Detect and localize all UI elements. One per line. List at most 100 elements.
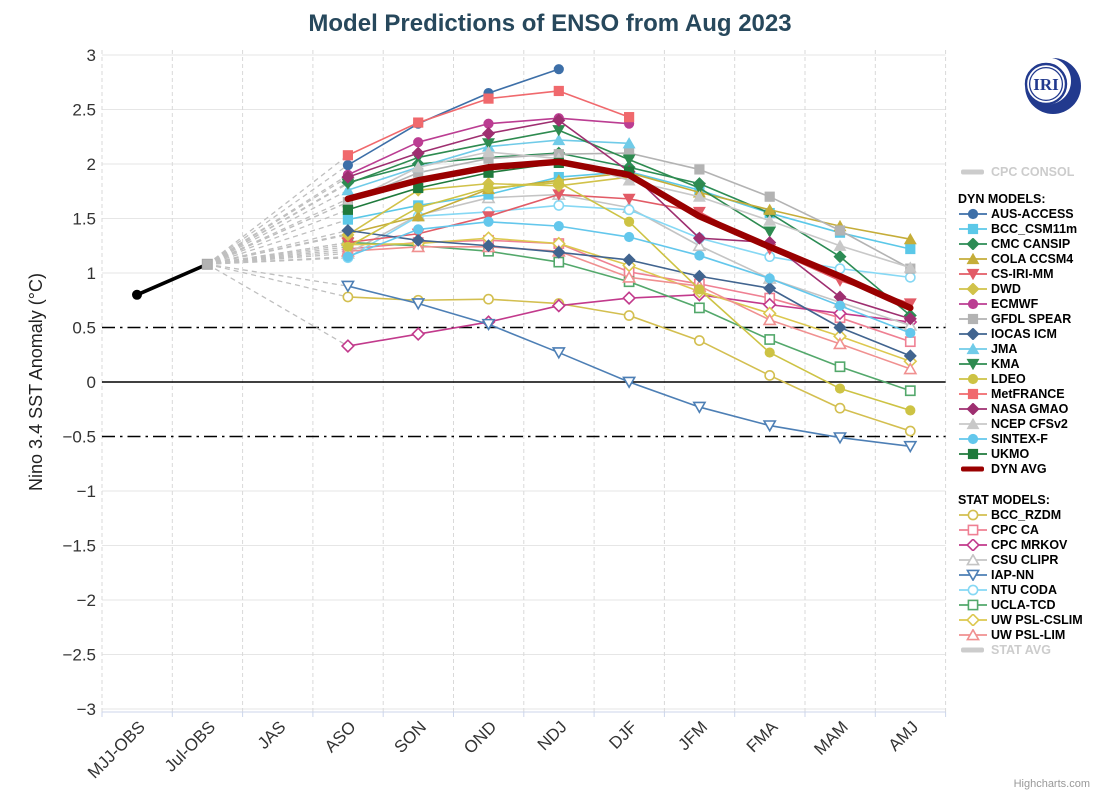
legend-item-label: CSU CLIPR	[991, 552, 1059, 567]
series-iocas-icm[interactable]	[341, 223, 917, 363]
series-iap-nn[interactable]	[340, 280, 918, 454]
legend: CPC CONSOL DYN MODELS: AUS-ACCESS BCC_CSM11…	[958, 164, 1100, 657]
legend-item-ncep-cfsv2[interactable]: NCEP CFSv2	[958, 416, 1100, 431]
legend-item-ucla-tcd[interactable]: UCLA-TCD	[958, 597, 1100, 612]
legend-item-cola-ccsm4[interactable]: COLA CCSM4	[958, 251, 1100, 266]
legend-item-label: NTU CODA	[991, 582, 1057, 597]
legend-item-label: IAP-NN	[991, 567, 1035, 582]
y-tick-label: 3	[87, 46, 96, 65]
series-cpc-ca[interactable]	[342, 234, 916, 348]
legend-header-stat-models: STAT MODELS:	[958, 492, 1050, 507]
legend-item-label: DYN AVG	[991, 461, 1047, 476]
legend-item-iap-nn[interactable]: IAP-NN	[958, 567, 1100, 582]
y-tick-label: −3	[77, 700, 96, 719]
y-tick-label: −2.5	[62, 646, 96, 665]
y-tick-label: −2	[77, 591, 96, 610]
legend-item-iocas-icm[interactable]: IOCAS ICM	[958, 326, 1100, 341]
legend-item-label: STAT AVG	[991, 642, 1051, 657]
fan-lines	[206, 154, 349, 347]
credit-link[interactable]: Highcharts.com	[1013, 778, 1090, 790]
legend-item-kma[interactable]: KMA	[958, 356, 1100, 371]
legend-item-cpc-consol[interactable]: CPC CONSOL	[958, 164, 1100, 179]
legend-item-cs-iri-mm[interactable]: CS-IRI-MM	[958, 266, 1100, 281]
x-tick-label: Jul-OBS	[161, 717, 219, 775]
legend-item-metfrance[interactable]: MetFRANCE	[958, 386, 1100, 401]
y-tick-label: 1.5	[72, 210, 96, 229]
legend-item-nasa-gmao[interactable]: NASA GMAO	[958, 401, 1100, 416]
legend-item-label: DWD	[991, 281, 1021, 296]
x-tick-label: MJJ-OBS	[84, 717, 149, 782]
legend-item-label: JMA	[991, 341, 1018, 356]
series-dyn-avg[interactable]	[344, 158, 914, 312]
legend-item-jma[interactable]: JMA	[958, 341, 1100, 356]
legend-item-label: CPC MRKOV	[991, 537, 1068, 552]
x-tick-label: JAS	[254, 717, 289, 752]
iri-logo: IRI	[1024, 57, 1081, 114]
x-tick-label: JFM	[674, 717, 711, 754]
y-tick-label: −1	[77, 482, 96, 501]
legend-item-label: NASA GMAO	[991, 401, 1069, 416]
x-tick-label: NDJ	[534, 717, 571, 754]
legend-item-bcc-rzdm[interactable]: BCC_RZDM	[958, 507, 1100, 522]
legend-item-label: UCLA-TCD	[991, 597, 1056, 612]
y-tick-label: 0	[87, 373, 96, 392]
legend-item-label: BCC_RZDM	[991, 507, 1062, 522]
legend-item-label: LDEO	[991, 371, 1026, 386]
x-tick-label: SON	[391, 717, 430, 756]
legend-item-stat-avg[interactable]: STAT AVG	[958, 642, 1100, 657]
legend-item-label: COLA CCSM4	[991, 251, 1074, 266]
legend-item-dwd[interactable]: DWD	[958, 281, 1100, 296]
legend-item-uw-psl-lim[interactable]: UW PSL-LIM	[958, 627, 1100, 642]
legend-item-label: CPC CONSOL	[991, 164, 1075, 179]
series-metfrance[interactable]	[342, 85, 635, 161]
legend-item-label: CS-IRI-MM	[991, 266, 1054, 281]
x-tick-label: OND	[460, 717, 500, 757]
legend-item-label: UW PSL-CSLIM	[991, 612, 1083, 627]
legend-item-cpc-mrkov[interactable]: CPC MRKOV	[958, 537, 1100, 552]
y-tick-label: 1	[87, 264, 96, 283]
legend-item-label: UKMO	[991, 446, 1030, 461]
legend-item-cpc-ca[interactable]: CPC CA	[958, 522, 1100, 537]
legend-item-label: AUS-ACCESS	[991, 206, 1074, 221]
legend-item-dyn-avg[interactable]: DYN AVG	[958, 461, 1100, 476]
legend-item-label: UW PSL-LIM	[991, 627, 1066, 642]
legend-item-label: BCC_CSM11m	[991, 221, 1078, 236]
legend-item-aus-access[interactable]: AUS-ACCESS	[958, 206, 1100, 221]
legend-item-sintex-f[interactable]: SINTEX-F	[958, 431, 1100, 446]
x-tick-label: ASO	[321, 717, 360, 756]
y-axis-title: Nino 3.4 SST Anomaly (°C)	[26, 273, 46, 491]
iri-logo-text: IRI	[1033, 75, 1059, 94]
y-tick-label: 0.5	[72, 319, 96, 338]
y-tick-label: 2	[87, 155, 96, 174]
page-title: Model Predictions of ENSO from Aug 2023	[308, 10, 792, 37]
legend-item-uw-psl-cslim[interactable]: UW PSL-CSLIM	[958, 612, 1100, 627]
legend-item-gfdl-spear[interactable]: GFDL SPEAR	[958, 311, 1100, 326]
legend-item-cmc-cansip[interactable]: CMC CANSIP	[958, 236, 1100, 251]
legend-item-label: MetFRANCE	[991, 386, 1065, 401]
x-tick-label: AMJ	[885, 717, 922, 754]
y-tick-label: 2.5	[72, 101, 96, 120]
legend-item-label: CMC CANSIP	[991, 236, 1071, 251]
series-dwd[interactable]	[341, 170, 636, 242]
x-tick-label: FMA	[743, 717, 782, 756]
series-observations[interactable]	[132, 258, 213, 300]
legend-item-label: ECMWF	[991, 296, 1039, 311]
x-tick-label: MAM	[810, 717, 851, 758]
legend-item-ldeo[interactable]: LDEO	[958, 371, 1100, 386]
legend-item-label: IOCAS ICM	[991, 326, 1057, 341]
legend-item-ukmo[interactable]: UKMO	[958, 446, 1100, 461]
y-tick-label: −0.5	[62, 428, 96, 447]
legend-item-csu-clipr[interactable]: CSU CLIPR	[958, 552, 1100, 567]
series-ldeo[interactable]	[342, 177, 916, 416]
legend-item-label: SINTEX-F	[991, 431, 1048, 446]
legend-item-ntu-coda[interactable]: NTU CODA	[958, 582, 1100, 597]
legend-header-dyn-models: DYN MODELS:	[958, 191, 1046, 206]
legend-item-label: GFDL SPEAR	[991, 311, 1072, 326]
y-tick-label: −1.5	[62, 537, 96, 556]
legend-item-bcc-csm11m[interactable]: BCC_CSM11m	[958, 221, 1100, 236]
legend-item-label: NCEP CFSv2	[991, 416, 1068, 431]
legend-item-ecmwf[interactable]: ECMWF	[958, 296, 1100, 311]
series-sintex-f[interactable]	[342, 216, 916, 339]
